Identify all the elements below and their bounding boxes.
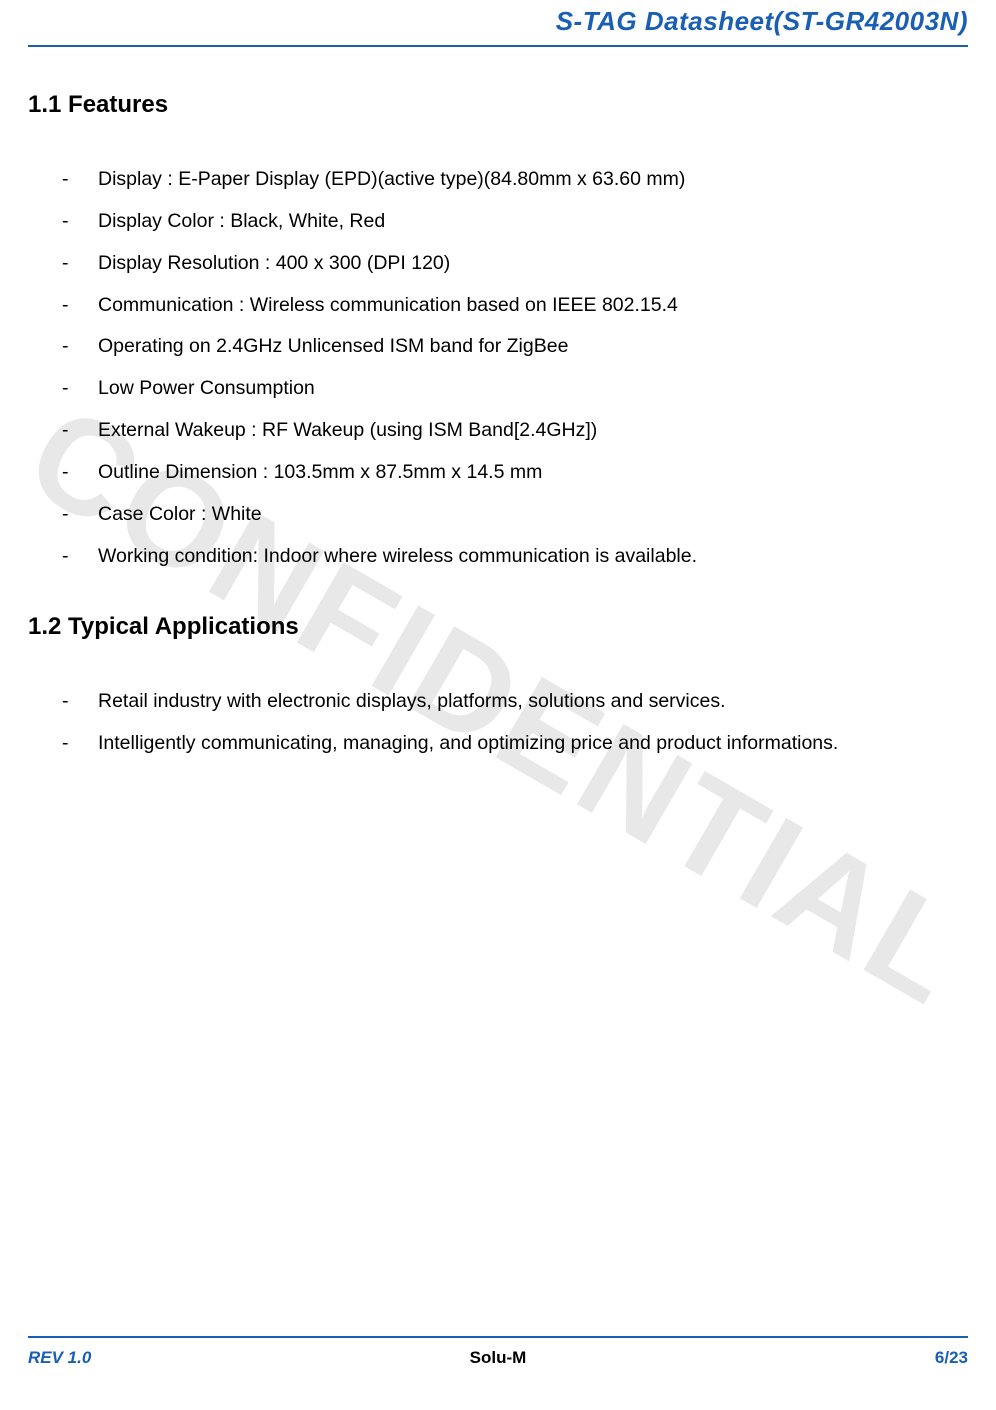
list-item: Case Color : White — [62, 502, 968, 527]
list-item: Display : E-Paper Display (EPD)(active t… — [62, 167, 968, 192]
list-item: Display Resolution : 400 x 300 (DPI 120) — [62, 251, 968, 276]
footer-revision: REV 1.0 — [28, 1348, 91, 1368]
page-content: 1.1 Features Display : E-Paper Display (… — [28, 47, 968, 756]
section-heading-applications: 1.2 Typical Applications — [28, 613, 968, 641]
list-item: Low Power Consumption — [62, 376, 968, 401]
header-title: S-TAG Datasheet(ST-GR42003N) — [556, 6, 968, 36]
page-header: S-TAG Datasheet(ST-GR42003N) — [28, 0, 968, 47]
list-item: Operating on 2.4GHz Unlicensed ISM band … — [62, 334, 968, 359]
list-item: External Wakeup : RF Wakeup (using ISM B… — [62, 418, 968, 443]
page-footer: REV 1.0 Solu-M 6/23 — [28, 1336, 968, 1368]
applications-list: Retail industry with electronic displays… — [28, 689, 968, 756]
list-item: Intelligently communicating, managing, a… — [62, 731, 968, 756]
footer-page-number: 6/23 — [935, 1348, 968, 1368]
list-item: Retail industry with electronic displays… — [62, 689, 968, 714]
features-list: Display : E-Paper Display (EPD)(active t… — [28, 167, 968, 569]
list-item: Working condition: Indoor where wireless… — [62, 544, 968, 569]
section-heading-features: 1.1 Features — [28, 91, 968, 119]
list-item: Outline Dimension : 103.5mm x 87.5mm x 1… — [62, 460, 968, 485]
page: CONFIDENTIAL S-TAG Datasheet(ST-GR42003N… — [0, 0, 996, 1410]
footer-company: Solu-M — [470, 1348, 527, 1368]
list-item: Communication : Wireless communication b… — [62, 293, 968, 318]
list-item: Display Color : Black, White, Red — [62, 209, 968, 234]
